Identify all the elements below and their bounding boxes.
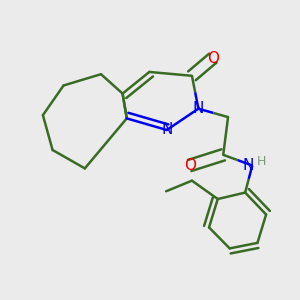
Text: N: N <box>161 122 172 137</box>
Text: O: O <box>207 51 219 66</box>
Text: O: O <box>184 158 196 173</box>
Text: N: N <box>193 101 204 116</box>
Text: H: H <box>257 155 267 168</box>
Text: N: N <box>243 158 254 173</box>
